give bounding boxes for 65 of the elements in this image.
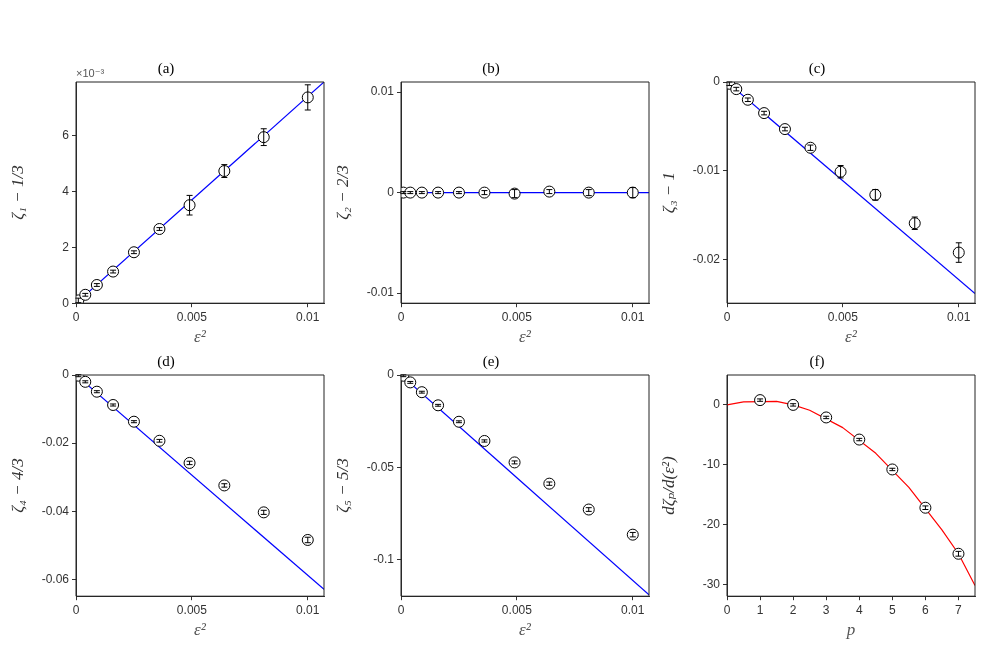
chart-title: (e) — [482, 352, 500, 370]
y-axis-title: ζ₂ − 2/3 — [332, 165, 352, 220]
y-tick-label: -0.01 — [366, 285, 395, 300]
x-tick-label: 0.005 — [176, 602, 208, 617]
chart-title: (f) — [809, 352, 825, 370]
y-tick-label: 0 — [713, 74, 721, 89]
x-tick-label: 0.005 — [501, 602, 533, 617]
y-tick-label: -0.1 — [373, 552, 395, 567]
y-axis-title: ζ₅ − 5/3 — [332, 458, 352, 513]
y-axis-title: dζₚ/d(ε²) — [658, 456, 678, 515]
x-axis-title: p — [845, 620, 856, 640]
y-tick-label: -0.01 — [692, 163, 721, 178]
y-tick-label: -10 — [702, 456, 721, 471]
y-tick-label: -0.06 — [41, 571, 70, 586]
x-tick-label: 0.01 — [947, 309, 971, 324]
y-tick-label: 2 — [62, 239, 70, 254]
x-axis-title: ε² — [194, 327, 207, 347]
x-tick-label: 0 — [72, 602, 80, 617]
y-tick-label: 0 — [62, 367, 70, 382]
y-tick-label: 0 — [387, 184, 395, 199]
y-tick-label: 0 — [62, 295, 70, 310]
point — [257, 506, 270, 519]
x-tick-label: 0.005 — [176, 309, 208, 324]
x-axis-title: ε² — [519, 620, 532, 640]
x-tick-label: 0 — [723, 602, 731, 617]
x-tick-label: 0 — [723, 309, 731, 324]
chart-title: (c) — [808, 59, 826, 77]
x-tick-label: 6 — [922, 602, 930, 617]
x-tick-label: 7 — [955, 602, 963, 617]
y-tick-label: 0 — [387, 367, 395, 382]
x-tick-label: 5 — [888, 602, 896, 617]
y-tick-label: -0.02 — [692, 251, 721, 266]
x-tick-label: 2 — [789, 602, 797, 617]
x-tick-label: 4 — [855, 602, 863, 617]
x-tick-label: 3 — [822, 602, 830, 617]
x-tick-label: 0.01 — [296, 309, 320, 324]
y-tick-label: -0.02 — [41, 435, 70, 450]
x-tick-label: 0.005 — [827, 309, 859, 324]
x-tick-label: 0 — [397, 309, 405, 324]
y-tick-label: 0.01 — [370, 84, 395, 99]
y-tick-label: 6 — [62, 127, 70, 142]
x-tick-label: 0 — [397, 602, 405, 617]
x-axis-title: ε² — [845, 327, 858, 347]
y-tick-label: -0.04 — [41, 503, 70, 518]
y-axis-title: ζ₃ − 1 — [658, 171, 678, 214]
y-tick-label: -20 — [702, 516, 721, 531]
x-axis-title: ε² — [194, 620, 207, 640]
x-tick-label: 0.01 — [621, 602, 645, 617]
chart-title: (b) — [482, 59, 500, 77]
y-tick-label: 4 — [62, 183, 70, 198]
chart-title: (d) — [157, 352, 175, 370]
y-tick-label: -30 — [702, 576, 721, 591]
x-tick-label: 0.005 — [501, 309, 533, 324]
text: ×10⁻³ — [76, 66, 105, 79]
chart-title: (a) — [157, 59, 175, 77]
y-tick-label: 0 — [713, 397, 721, 412]
x-axis-title: ε² — [519, 327, 532, 347]
x-tick-label: 1 — [756, 602, 764, 617]
x-tick-label: 0.01 — [621, 309, 645, 324]
x-tick-label: 0.01 — [296, 602, 320, 617]
point — [582, 503, 595, 516]
y-axis-title: ζ₁ − 1/3 — [7, 165, 27, 220]
y-tick-label: -0.05 — [366, 459, 395, 474]
x-tick-label: 0 — [72, 309, 80, 324]
y-axis-title: ζ₄ − 4/3 — [7, 458, 27, 513]
